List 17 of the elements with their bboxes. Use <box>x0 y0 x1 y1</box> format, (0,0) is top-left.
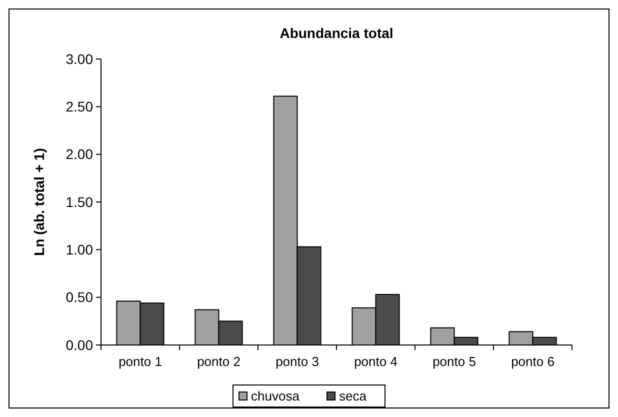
y-tick-label: 2.00 <box>66 146 94 162</box>
y-axis-title: Ln (ab. total + 1) <box>31 148 47 256</box>
y-tick-label: 1.50 <box>66 194 94 210</box>
chart-title: Abundancia total <box>280 25 394 41</box>
legend-label: chuvosa <box>251 388 300 404</box>
y-tick-label: 0.00 <box>66 336 94 353</box>
x-tick-label: ponto 2 <box>197 354 240 369</box>
y-tick-label: 1.00 <box>66 242 94 258</box>
legend-label: seca <box>339 388 368 404</box>
x-tick-label: ponto 1 <box>118 354 162 369</box>
x-tick-label: ponto 5 <box>432 354 476 369</box>
y-tick-label: 3.00 <box>66 50 94 67</box>
x-tick-label: ponto 3 <box>276 354 319 369</box>
x-tick-label: ponto 4 <box>354 354 398 369</box>
y-tick-label: 2.50 <box>66 98 94 115</box>
y-tick-label: 0.50 <box>66 289 94 306</box>
x-tick-label: ponto 6 <box>511 354 554 369</box>
